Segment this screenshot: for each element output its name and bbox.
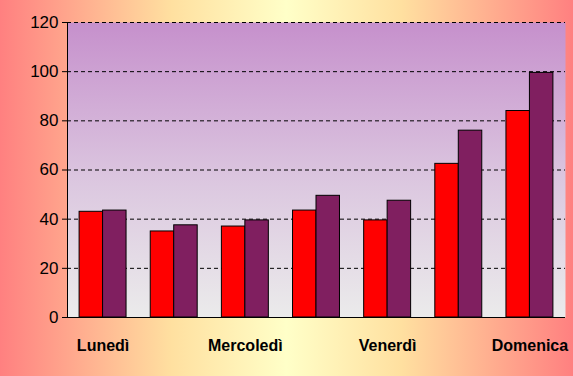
svg-text:100: 100 — [30, 62, 58, 81]
svg-text:Venerdì: Venerdì — [359, 337, 417, 354]
svg-text:Lunedì: Lunedì — [77, 337, 129, 354]
svg-text:Domenica: Domenica — [492, 337, 569, 354]
svg-text:60: 60 — [40, 160, 59, 179]
svg-text:80: 80 — [40, 111, 59, 130]
svg-text:0: 0 — [49, 308, 58, 327]
svg-text:120: 120 — [30, 13, 58, 32]
svg-text:40: 40 — [40, 210, 59, 229]
svg-text:Mercoledì: Mercoledì — [208, 337, 283, 354]
svg-text:20: 20 — [40, 259, 59, 278]
